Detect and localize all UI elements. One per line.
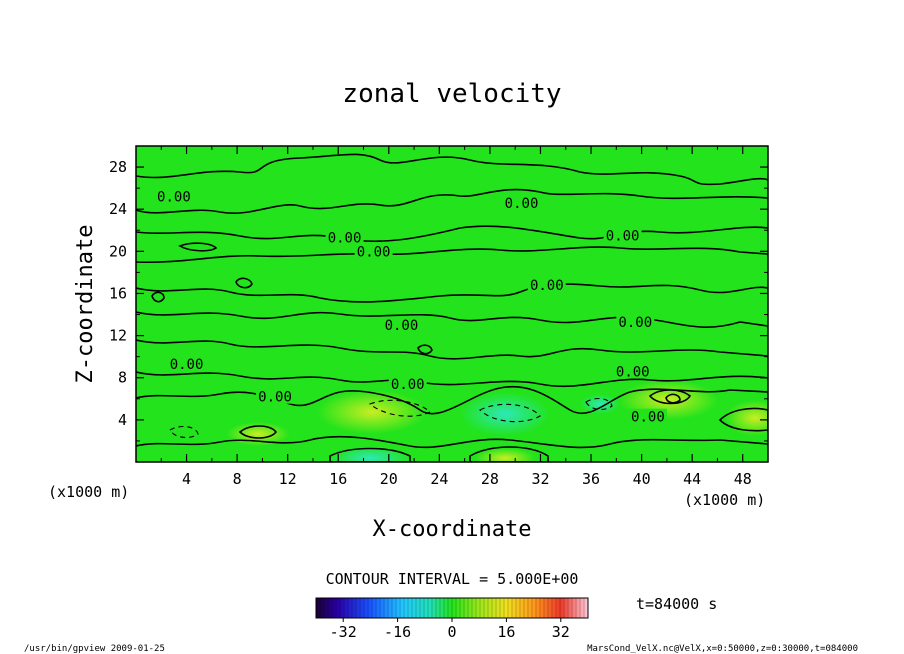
x-tick-label: 8 [233,470,242,488]
contour-label: 0.00 [170,357,204,373]
field-features: 0.00 0.000.000.000.000.000.00 0.000.000.00… [136,153,768,462]
x-unit-right: (x1000 m) [684,491,765,509]
y-tick-label: 24 [109,200,127,218]
contour-line [136,283,768,303]
contour-line [368,399,431,417]
contour-line [417,344,433,355]
contour-line [329,447,411,462]
y-tick-label: 4 [118,411,127,429]
colorbar-tick-label: -16 [384,623,411,641]
negative-contours [169,397,613,439]
contour-label: 0.00 [385,318,419,334]
colorbar-tick-label: 32 [552,623,570,641]
contour-line [136,225,768,243]
contour-label-bg [613,363,652,379]
contour-line [136,153,768,186]
contour-label-bg [325,229,364,245]
contour-label: 0.00 [606,229,640,245]
x-tick-label: 48 [734,470,752,488]
contour-line [136,188,768,214]
contour-line [238,425,278,439]
contour-line [235,277,253,289]
contour-label-bg [154,188,193,204]
contour-labels: 0.00 0.000.000.000.000.000.00 0.000.000.00… [154,188,667,426]
contour-label: 0.00 [328,231,362,247]
contour-line [136,435,768,449]
x-tick-label: 4 [182,470,191,488]
plot-area: 0.00 0.000.000.000.000.000.00 0.000.000.00… [109,145,769,488]
contour-label: 0.00 [505,196,539,212]
contour-lines [136,153,768,462]
x-tick-label: 28 [481,470,499,488]
field-patch [580,394,620,414]
colorbar-ticks: -32 -16 0 16 32 [330,618,570,641]
y-tick-label: 12 [109,327,127,345]
contour-label-bg [502,194,541,210]
x-tick-label: 40 [633,470,651,488]
contour-label-bg [382,317,421,333]
field-patch [330,446,410,462]
y-axis-label: Z-coordinate [73,225,98,384]
contour-label: 0.00 [618,315,652,331]
contour-label: 0.00 [616,364,650,380]
y-tick-label: 16 [109,284,127,302]
y-tick-label: 20 [109,242,127,260]
contour-line [178,242,218,252]
contour-label-bg [603,227,642,243]
contour-label: 0.00 [157,190,191,206]
contour-line [665,393,681,404]
field-patch [475,448,535,462]
contour-line [585,397,613,411]
contour-line [648,389,692,405]
contour-label: 0.00 [530,278,564,294]
field-patch [460,392,550,436]
time-label: t=84000 s [636,595,717,613]
footer-left: /usr/bin/gpview 2009-01-25 [24,644,165,654]
colorbar-tick-label: 0 [447,623,456,641]
contour-label-bg [527,277,566,293]
chart-title: zonal velocity [342,79,561,109]
plot-frame [135,145,769,463]
contour-line [479,403,541,423]
x-tick-label: 20 [380,470,398,488]
field-patch [317,390,427,434]
contour-label-bg [616,313,655,329]
contour-label-bg [256,388,295,404]
contour-line [469,446,549,462]
x-axis-label: X-coordinate [373,517,532,542]
contour-label: 0.00 [391,377,425,393]
contour-line [136,339,768,360]
contour-label-bg [388,376,427,392]
x-tick-label: 16 [329,470,347,488]
contour-label-bg [354,243,393,259]
contour-label-bg [628,408,667,424]
contour-label-bg [167,356,206,372]
contour-line [718,407,768,432]
contour-line [136,246,768,264]
colorbar-stripes [319,598,585,618]
colorbar-tick-label: -32 [330,623,357,641]
contour-line [169,425,199,439]
contour-interval: CONTOUR INTERVAL = 5.000E+00 [326,570,579,588]
contour-line [151,291,165,303]
x-tick-label: 36 [582,470,600,488]
colorbar-tick-label: 16 [497,623,515,641]
x-tick-label: 12 [279,470,297,488]
x-unit-left: (x1000 m) [48,483,129,501]
x-tick-label: 44 [683,470,701,488]
contour-label: 0.00 [258,390,292,406]
contour-label: 0.00 [631,410,665,426]
contour-line [136,385,768,415]
x-tick-label: 32 [531,470,549,488]
y-tick-label: 8 [118,369,127,387]
y-tick-label: 28 [109,158,127,176]
footer-right: MarsCond_VelX.nc@VelX,x=0:50000,z=0:3000… [587,644,858,654]
contour-label: 0.00 [357,244,391,260]
x-tick-label: 24 [430,470,448,488]
